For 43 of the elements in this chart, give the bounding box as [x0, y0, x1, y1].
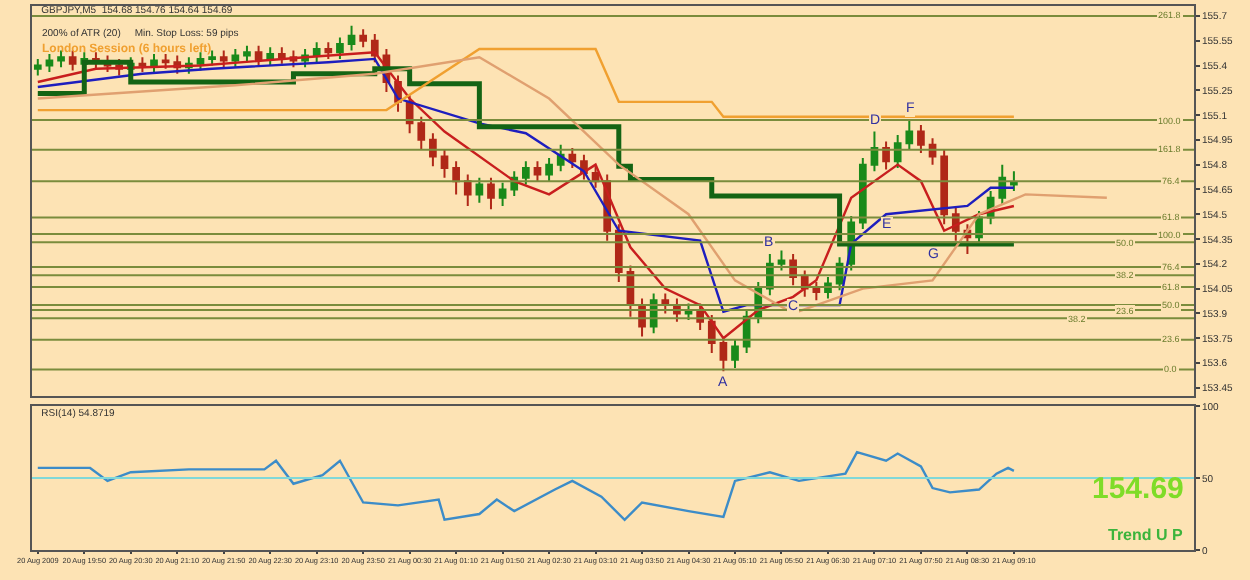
- candlestick: [219, 49, 228, 69]
- candlestick: [475, 176, 484, 204]
- annotation: 154.69: [1092, 472, 1184, 506]
- candlestick: [243, 44, 251, 64]
- candlestick: [429, 132, 437, 168]
- line-series: [36, 450, 1016, 521]
- candlestick: [882, 140, 890, 171]
- candlestick: [254, 44, 263, 67]
- candlestick: [522, 160, 530, 186]
- candlestick: [487, 176, 495, 211]
- line-series: [36, 47, 1016, 118]
- annotation: Trend U P: [1108, 526, 1185, 544]
- candlestick: [463, 173, 472, 207]
- candlestick: [917, 123, 925, 155]
- candlestick: [336, 36, 344, 60]
- candlestick: [440, 148, 449, 179]
- candlestick: [347, 24, 356, 52]
- candlestick: [545, 157, 553, 183]
- candlestick: [940, 148, 949, 226]
- candlestick: [45, 52, 54, 74]
- candlestick: [208, 49, 216, 67]
- candlestick: [312, 41, 321, 64]
- candlestick: [719, 335, 728, 373]
- candlestick: [568, 147, 577, 169]
- candlestick: [1010, 170, 1018, 193]
- candlestick: [161, 52, 170, 70]
- candlestick: [533, 160, 542, 183]
- candlestick: [277, 46, 286, 65]
- candlestick: [777, 249, 786, 272]
- candlestick: [150, 52, 158, 74]
- candlestick: [57, 49, 65, 69]
- candlestick: [138, 56, 147, 74]
- candlestick: [68, 49, 77, 72]
- candlestick: [452, 160, 460, 196]
- candlestick: [498, 181, 507, 207]
- candlestick: [231, 47, 240, 69]
- candlestick: [359, 28, 368, 49]
- candlestick: [266, 46, 275, 67]
- candlestick: [324, 41, 333, 60]
- candlestick: [33, 57, 42, 77]
- candlestick: [731, 338, 739, 369]
- candlestick: [870, 130, 879, 173]
- candlestick: [812, 280, 821, 302]
